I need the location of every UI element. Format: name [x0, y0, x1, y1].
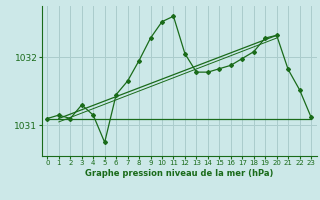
X-axis label: Graphe pression niveau de la mer (hPa): Graphe pression niveau de la mer (hPa) [85, 169, 273, 178]
